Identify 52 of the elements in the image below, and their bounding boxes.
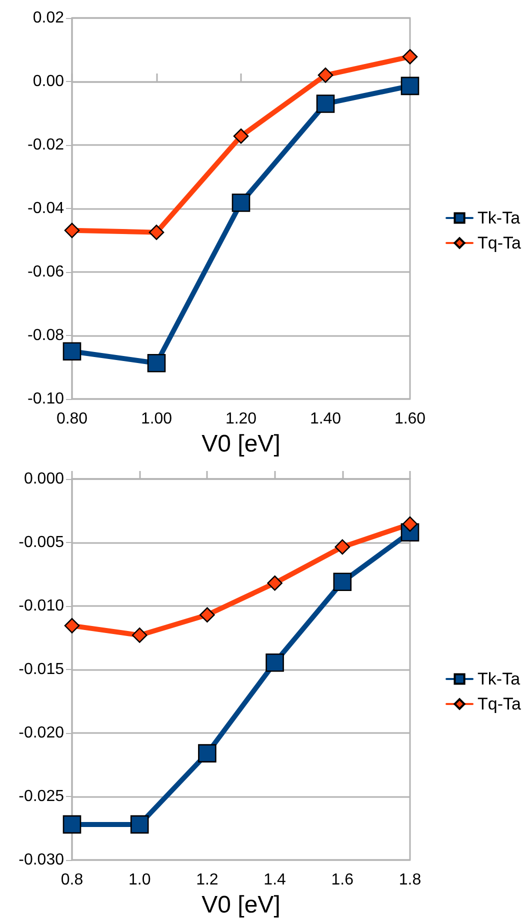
- y-tick-label: -0.04: [28, 200, 64, 217]
- x-tick-label: 1.20: [225, 410, 257, 428]
- legend-label: Tk-Ta: [478, 208, 521, 228]
- x-tick-label: 1.4: [264, 872, 286, 888]
- y-tick-label: 0.000: [24, 470, 64, 488]
- x-tick-label: 0.80: [56, 410, 88, 428]
- point: [316, 94, 335, 113]
- point: [266, 653, 284, 672]
- point: [402, 49, 418, 64]
- y-tick-label: 0.00: [32, 73, 64, 90]
- point: [198, 744, 216, 762]
- point: [62, 815, 82, 834]
- x-tick-label: 1.00: [140, 410, 172, 428]
- point: [130, 815, 149, 834]
- y-tick-label: -0.06: [28, 264, 64, 280]
- point: [333, 572, 352, 592]
- y-tick-label: -0.010: [18, 598, 64, 614]
- x-axis-title: V0 [eV]: [202, 430, 280, 458]
- legend-label: Tq-Ta: [478, 694, 522, 714]
- point: [400, 76, 420, 96]
- point: [62, 342, 82, 361]
- y-tick-label: -0.08: [28, 327, 64, 344]
- point: [148, 224, 164, 240]
- point: [318, 68, 334, 83]
- x-tick-label: 1.8: [398, 872, 422, 888]
- y-tick-label: -0.020: [18, 724, 64, 742]
- point: [64, 222, 80, 238]
- point: [334, 539, 350, 555]
- point: [402, 516, 418, 532]
- point: [147, 354, 166, 372]
- y-tick-label: -0.005: [18, 534, 64, 551]
- legend-label: Tq-Ta: [478, 234, 522, 252]
- y-tick-label: -0.030: [18, 852, 64, 868]
- y-tick-label: -0.02: [28, 136, 64, 154]
- x-axis-title: V0 [eV]: [202, 891, 280, 918]
- y-tick-label: 0.02: [32, 10, 64, 26]
- point: [64, 618, 80, 634]
- legend-label: Tk-Ta: [478, 670, 521, 688]
- point: [232, 194, 250, 212]
- y-tick-label: -0.015: [18, 661, 64, 678]
- point: [267, 575, 282, 591]
- x-tick-label: 1.6: [331, 872, 354, 888]
- point: [200, 607, 215, 623]
- x-tick-label: 1.0: [128, 872, 151, 888]
- x-tick-label: 1.40: [310, 410, 342, 428]
- x-tick-label: 1.60: [394, 410, 426, 428]
- x-tick-label: 0.8: [60, 872, 84, 888]
- point: [132, 628, 148, 643]
- x-tick-label: 1.2: [196, 872, 218, 888]
- y-tick-label: -0.10: [28, 390, 64, 408]
- point: [233, 128, 249, 144]
- y-tick-label: -0.025: [18, 788, 64, 805]
